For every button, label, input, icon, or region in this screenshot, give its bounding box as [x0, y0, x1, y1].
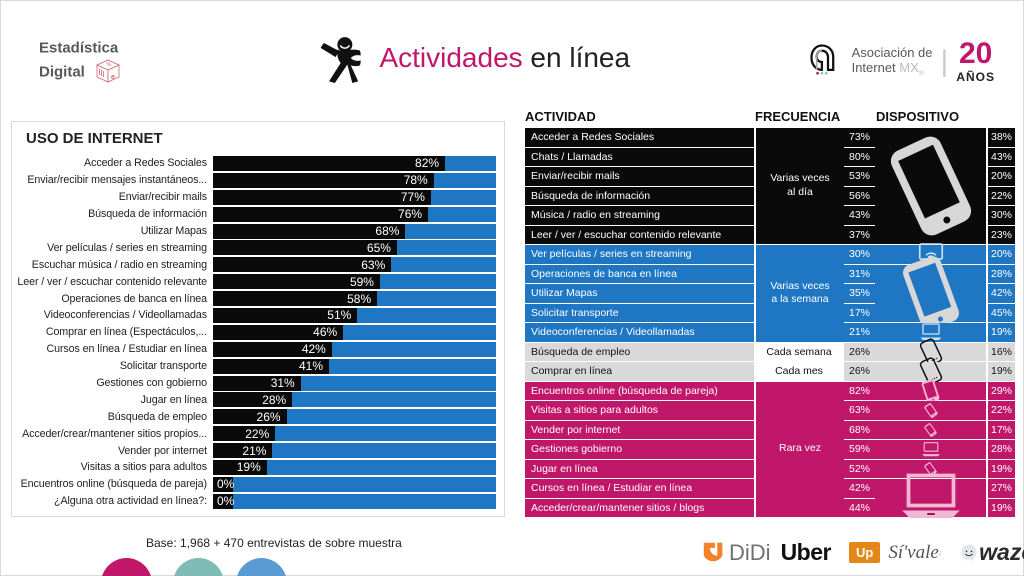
svg-text:%: % — [107, 62, 112, 68]
svg-text:e: e — [111, 74, 115, 81]
